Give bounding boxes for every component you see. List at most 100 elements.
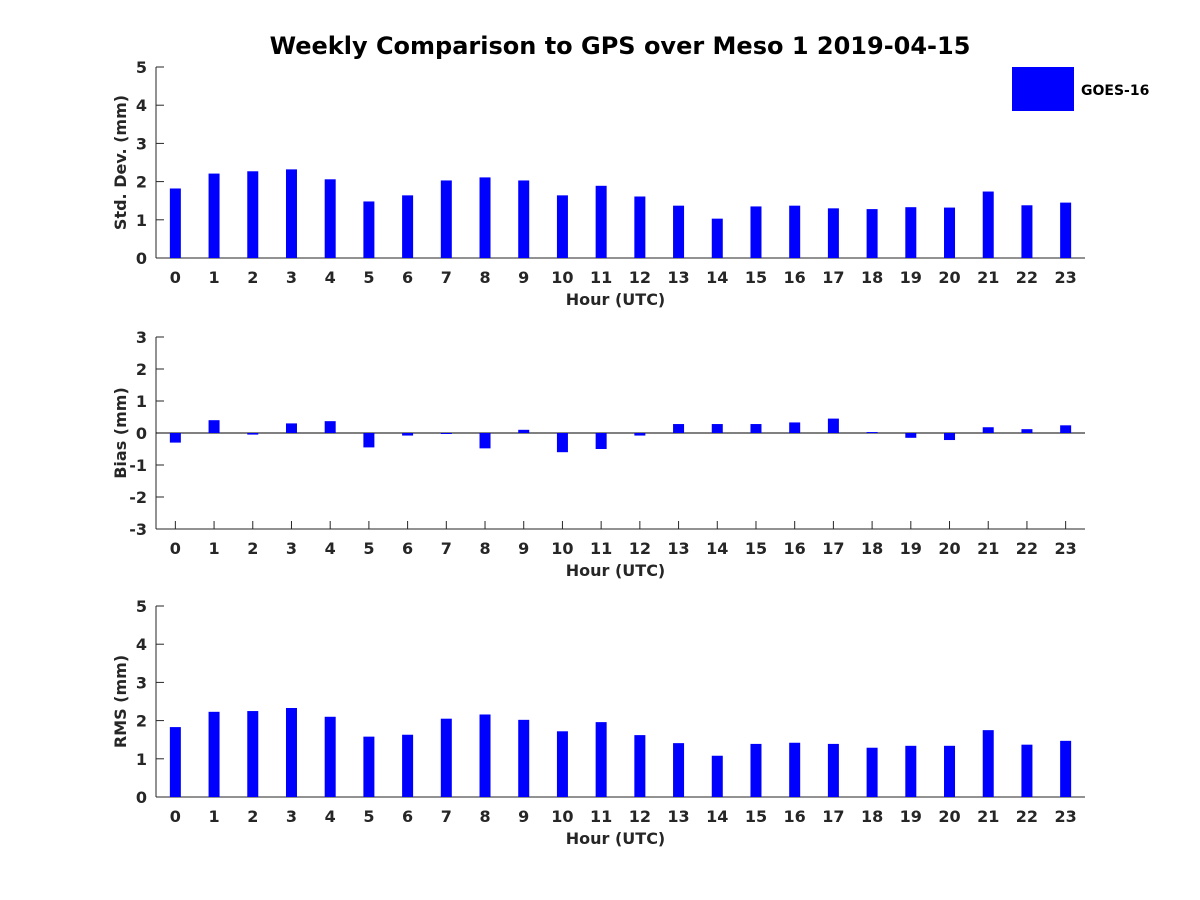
bias-bar — [634, 433, 646, 436]
rms-x-tick-label: 15 — [745, 807, 767, 826]
rms-bar — [634, 735, 646, 797]
bias-x-tick-label: 3 — [286, 539, 297, 558]
bias-y-tick-label: -2 — [129, 488, 147, 507]
std-dev-x-tick-label: 6 — [402, 268, 413, 287]
bias-bar — [673, 424, 685, 433]
rms-y-axis-label: RMS (mm) — [111, 655, 130, 748]
std-dev-x-tick-label: 23 — [1055, 268, 1077, 287]
std-dev-x-tick-label: 14 — [706, 268, 728, 287]
rms-bar — [208, 711, 220, 797]
bias-bar — [556, 433, 568, 453]
std-dev-x-tick-label: 17 — [822, 268, 844, 287]
rms-bar — [402, 734, 414, 797]
std-dev-bar — [944, 207, 956, 258]
bias-x-tick-label: 16 — [784, 539, 806, 558]
rms-x-tick-label: 16 — [784, 807, 806, 826]
std-dev-x-tick-label: 4 — [325, 268, 336, 287]
std-dev-bar — [711, 218, 723, 258]
rms-bar — [944, 745, 956, 797]
rms-bar — [711, 755, 723, 797]
bias-x-tick-label: 17 — [822, 539, 844, 558]
rms-bar — [789, 742, 801, 797]
rms-bar — [324, 716, 336, 797]
rms-x-tick-label: 3 — [286, 807, 297, 826]
rms-x-tick-label: 22 — [1016, 807, 1038, 826]
bias-y-tick-label: 0 — [136, 424, 147, 443]
rms-bar — [827, 743, 839, 797]
std-dev-x-tick-label: 11 — [590, 268, 612, 287]
std-dev-y-tick-label: 0 — [136, 249, 147, 268]
std-dev-bar — [1021, 205, 1033, 258]
std-dev-bar — [208, 173, 220, 258]
rms-bar — [247, 711, 259, 797]
bias-x-tick-label: 6 — [402, 539, 413, 558]
bias-y-axis-label: Bias (mm) — [111, 387, 130, 479]
bias-x-tick-label: 2 — [247, 539, 258, 558]
std-dev-bar — [1060, 202, 1072, 258]
bias-x-tick-label: 23 — [1055, 539, 1077, 558]
rms-x-tick-label: 10 — [551, 807, 573, 826]
std-dev-bar — [789, 205, 801, 258]
rms-bar — [1021, 744, 1033, 797]
rms-x-tick-label: 8 — [479, 807, 490, 826]
legend-label: GOES-16 — [1081, 83, 1149, 99]
std-dev-x-tick-label: 18 — [861, 268, 883, 287]
rms-y-tick-label: 3 — [136, 673, 147, 692]
bias-bar — [479, 433, 491, 449]
bias-bar — [982, 427, 994, 433]
std-dev-y-tick-label: 5 — [136, 58, 147, 77]
rms-bar — [905, 745, 917, 797]
rms-x-tick-label: 23 — [1055, 807, 1077, 826]
std-dev-x-tick-label: 15 — [745, 268, 767, 287]
rms-bar — [518, 719, 530, 797]
std-dev-bar — [866, 209, 878, 258]
std-dev-x-tick-label: 22 — [1016, 268, 1038, 287]
bias-x-tick-label: 9 — [518, 539, 529, 558]
bias-bar — [944, 433, 956, 441]
rms-x-tick-label: 0 — [170, 807, 181, 826]
bias-x-tick-label: 0 — [170, 539, 181, 558]
std-dev-y-tick-label: 2 — [136, 173, 147, 192]
std-dev-x-tick-label: 0 — [170, 268, 181, 287]
bias-bar — [518, 429, 530, 433]
std-dev-bar — [285, 169, 297, 258]
bias-bar — [440, 433, 452, 434]
rms-x-tick-label: 19 — [900, 807, 922, 826]
bias-x-tick-label: 7 — [441, 539, 452, 558]
rms-x-tick-label: 7 — [441, 807, 452, 826]
bias-y-tick-label: 2 — [136, 360, 147, 379]
bias-bar — [711, 424, 723, 433]
bias-bar — [866, 432, 878, 434]
rms-x-tick-label: 21 — [977, 807, 999, 826]
std-dev-x-tick-label: 2 — [247, 268, 258, 287]
std-dev-bar — [827, 208, 839, 258]
std-dev-bar — [440, 180, 452, 258]
rms-x-tick-label: 6 — [402, 807, 413, 826]
rms-x-tick-label: 4 — [325, 807, 336, 826]
bias-x-tick-label: 10 — [551, 539, 573, 558]
bias-bar — [789, 422, 801, 433]
bias-bar — [827, 418, 839, 433]
rms-bar — [285, 707, 297, 797]
rms-bar — [363, 736, 375, 797]
rms-y-tick-label: 5 — [136, 597, 147, 616]
bias-y-tick-label: -1 — [129, 456, 147, 475]
bias-y-tick-label: -3 — [129, 520, 147, 539]
rms-bar — [556, 731, 568, 797]
bias-bar — [1060, 425, 1072, 433]
std-dev-y-tick-label: 4 — [136, 96, 147, 115]
legend-swatch — [1012, 67, 1074, 111]
rms-x-tick-label: 17 — [822, 807, 844, 826]
rms-x-tick-label: 13 — [667, 807, 689, 826]
std-dev-bar — [556, 195, 568, 258]
bias-bar — [285, 423, 297, 433]
rms-x-tick-label: 20 — [938, 807, 960, 826]
std-dev-y-axis-label: Std. Dev. (mm) — [111, 95, 130, 230]
bias-x-tick-label: 21 — [977, 539, 999, 558]
bias-x-tick-label: 1 — [208, 539, 219, 558]
std-dev-bar — [673, 205, 685, 258]
rms-bar — [866, 747, 878, 797]
bias-bar — [1021, 429, 1033, 433]
